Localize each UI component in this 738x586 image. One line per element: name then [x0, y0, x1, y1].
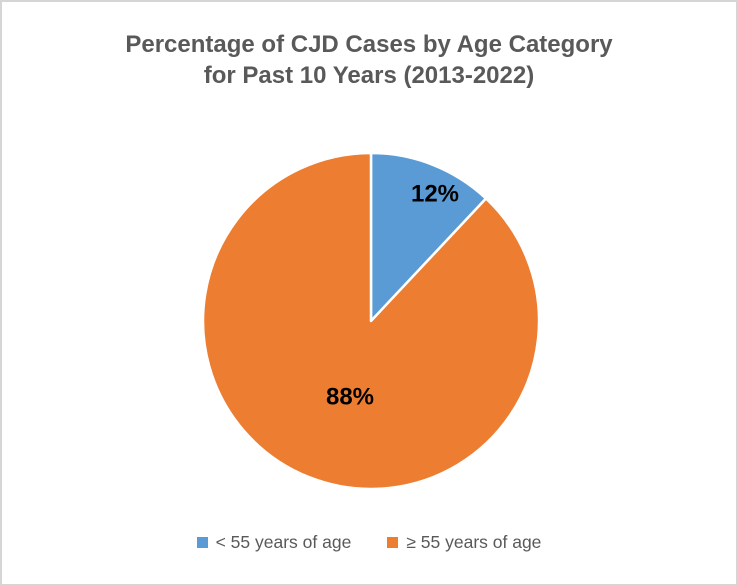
legend-item-over-55: ≥ 55 years of age — [387, 531, 541, 553]
legend-swatch-orange — [387, 536, 399, 548]
chart-title-line-1: Percentage of CJD Cases by Age Category — [125, 31, 613, 58]
pie-slice-over-55 — [201, 151, 541, 491]
chart-legend: < 55 years of age ≥ 55 years of age — [2, 531, 736, 553]
pie-plot-area: 12% 88% — [201, 151, 541, 491]
chart-title: Percentage of CJD Cases by Age Category … — [2, 29, 736, 91]
legend-item-under-55: < 55 years of age — [196, 531, 352, 553]
legend-label-over-55: ≥ 55 years of age — [406, 532, 542, 552]
data-label-under-55: 12% — [411, 181, 459, 208]
legend-label-under-55: < 55 years of age — [215, 532, 352, 552]
legend-swatch-blue-icon — [196, 536, 208, 548]
legend-swatch-blue — [196, 536, 208, 548]
legend-swatch-orange-icon — [387, 536, 399, 548]
pie-slice-under-55 — [369, 151, 488, 323]
chart-title-line-2: for Past 10 Years (2013-2022) — [203, 62, 535, 89]
data-label-over-55: 88% — [326, 384, 374, 411]
